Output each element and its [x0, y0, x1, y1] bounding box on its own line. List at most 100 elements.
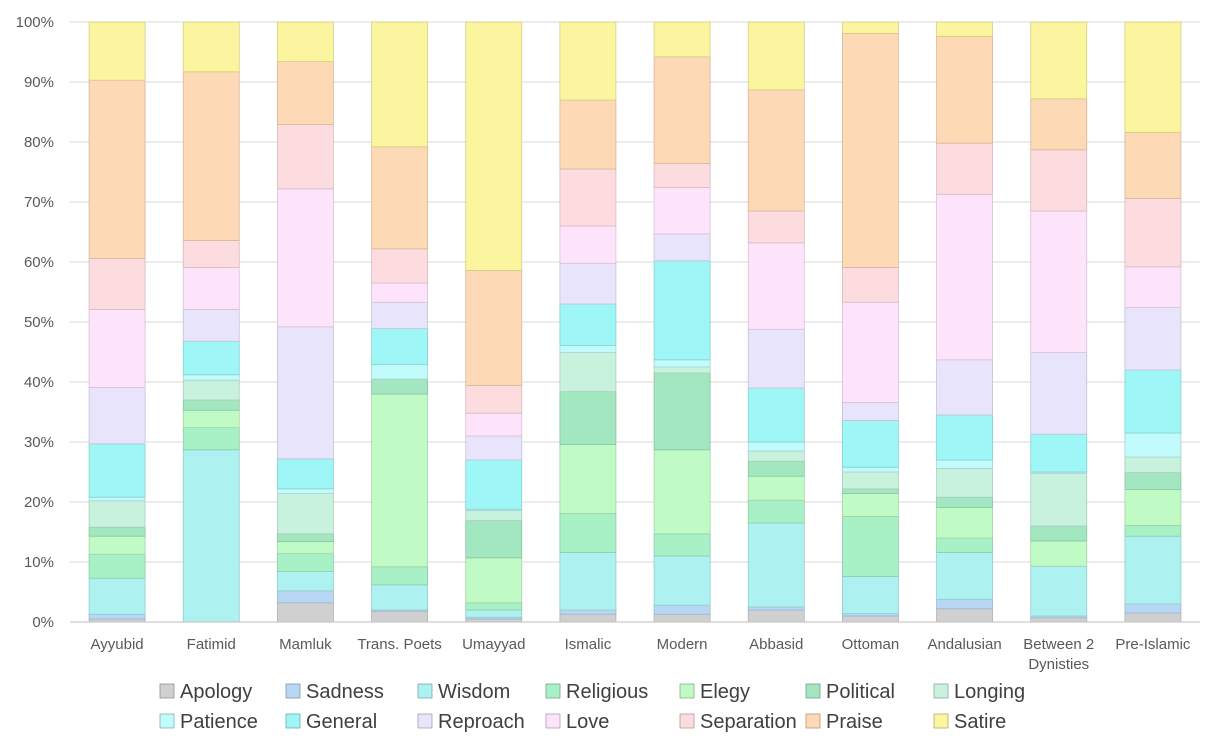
bar-segment — [653, 56, 711, 165]
bar-segment — [465, 385, 523, 414]
y-tick-label: 70% — [24, 194, 54, 211]
bar-segment — [277, 188, 334, 328]
bar-segment — [1124, 456, 1182, 474]
bar-segment — [747, 450, 805, 462]
bar-segment — [842, 266, 899, 303]
y-tick-label: 100% — [16, 14, 54, 31]
bar-segment — [1030, 525, 1088, 542]
y-tick-label: 60% — [24, 254, 54, 271]
legend-item: Reproach — [417, 711, 525, 733]
bar-segment — [936, 598, 993, 610]
bar-segment — [371, 566, 428, 586]
legend-swatch — [285, 683, 301, 699]
bar-segment — [842, 516, 899, 577]
bar-segment — [842, 301, 899, 403]
bar-segment — [936, 359, 993, 416]
bar-segment — [842, 466, 899, 473]
bar-segment — [1124, 472, 1182, 490]
legend-label: Longing — [954, 681, 1025, 703]
legend-item: Sadness — [285, 681, 384, 703]
legend-item: Wisdom — [417, 681, 510, 703]
bar-segment — [371, 282, 428, 303]
bar-segment — [88, 79, 146, 259]
x-tick-label: Pre-Islamic — [1115, 636, 1191, 653]
bar-segment — [653, 163, 711, 189]
y-tick-label: 10% — [24, 554, 54, 571]
bar-segment — [1124, 612, 1182, 623]
bar-segment — [1030, 149, 1088, 212]
y-tick-label: 50% — [24, 314, 54, 331]
bar-segment — [842, 401, 899, 421]
legend-label: Wisdom — [438, 681, 510, 703]
bar-segment — [371, 328, 428, 366]
legend-swatch — [417, 683, 433, 699]
bar-segment — [1124, 432, 1182, 458]
bar-segment — [936, 459, 993, 469]
bar-segment — [88, 535, 146, 555]
bar-segment — [559, 391, 617, 445]
bar-segment — [653, 372, 711, 451]
bar-segment — [182, 427, 240, 451]
bar-segment — [88, 577, 146, 615]
bar-segment — [1124, 266, 1182, 308]
bar-segment — [1030, 210, 1088, 354]
bar-segment — [1030, 98, 1088, 151]
legend-swatch — [545, 713, 561, 729]
legend-label: Patience — [180, 711, 258, 733]
bar-segment — [371, 584, 428, 611]
bar-segment — [182, 239, 240, 268]
x-tick-label: Andalusian — [927, 636, 1001, 653]
bar-segment — [747, 522, 805, 608]
bar-segment — [1124, 603, 1182, 614]
bar-segment — [1124, 525, 1182, 537]
legend-swatch — [285, 713, 301, 729]
bar-segment — [465, 269, 523, 386]
x-tick-label: Umayyad — [462, 636, 525, 653]
bar-segment — [465, 609, 523, 618]
bar-segment — [653, 604, 711, 615]
x-tick-label: Modern — [657, 636, 708, 653]
bar-segment — [653, 449, 711, 535]
y-tick-label: 90% — [24, 74, 54, 91]
bar-segment — [653, 555, 711, 606]
bar-segment — [182, 449, 240, 623]
legend-item: Elegy — [679, 681, 750, 703]
bar-segment — [88, 308, 146, 388]
bar-segment — [277, 488, 334, 494]
bar-segment — [277, 21, 334, 62]
legend-item: Patience — [159, 711, 258, 733]
legend-item: Love — [545, 711, 609, 733]
bar-segment — [559, 613, 617, 623]
legend-swatch — [805, 683, 821, 699]
axes: 0% 10% 20% 30% 40% 50% 60% 70% 80% 90% 100% Ayyubid… — [16, 14, 1200, 673]
bar-segment — [653, 21, 711, 58]
bar-segment — [1124, 21, 1182, 133]
bar-segment — [747, 475, 805, 501]
bar-segment — [371, 393, 428, 568]
bar-segment — [88, 257, 146, 310]
legend-swatch — [679, 683, 695, 699]
bar-segment — [653, 533, 711, 557]
bar-segment — [465, 21, 523, 271]
bar-segment — [1124, 535, 1182, 605]
bar-segment — [182, 379, 240, 401]
bar-segment — [842, 488, 899, 494]
bar-segment — [653, 366, 711, 374]
bar-segment — [936, 608, 993, 623]
bar-segment — [465, 459, 523, 510]
legend-label: General — [306, 711, 377, 733]
bar-segment — [371, 146, 428, 250]
bar-segment — [277, 458, 334, 490]
bar-segment — [842, 33, 899, 268]
bar-segment — [88, 613, 146, 620]
bar-segment — [936, 36, 993, 144]
bar-segment — [747, 210, 805, 244]
bar-segment — [1124, 131, 1182, 199]
bar-segment — [182, 71, 240, 241]
bar-segment — [559, 168, 617, 227]
x-tick-label: Mamluk — [279, 636, 332, 653]
bar-segment — [936, 552, 993, 600]
y-tick-label: 80% — [24, 134, 54, 151]
legend-swatch — [159, 683, 175, 699]
